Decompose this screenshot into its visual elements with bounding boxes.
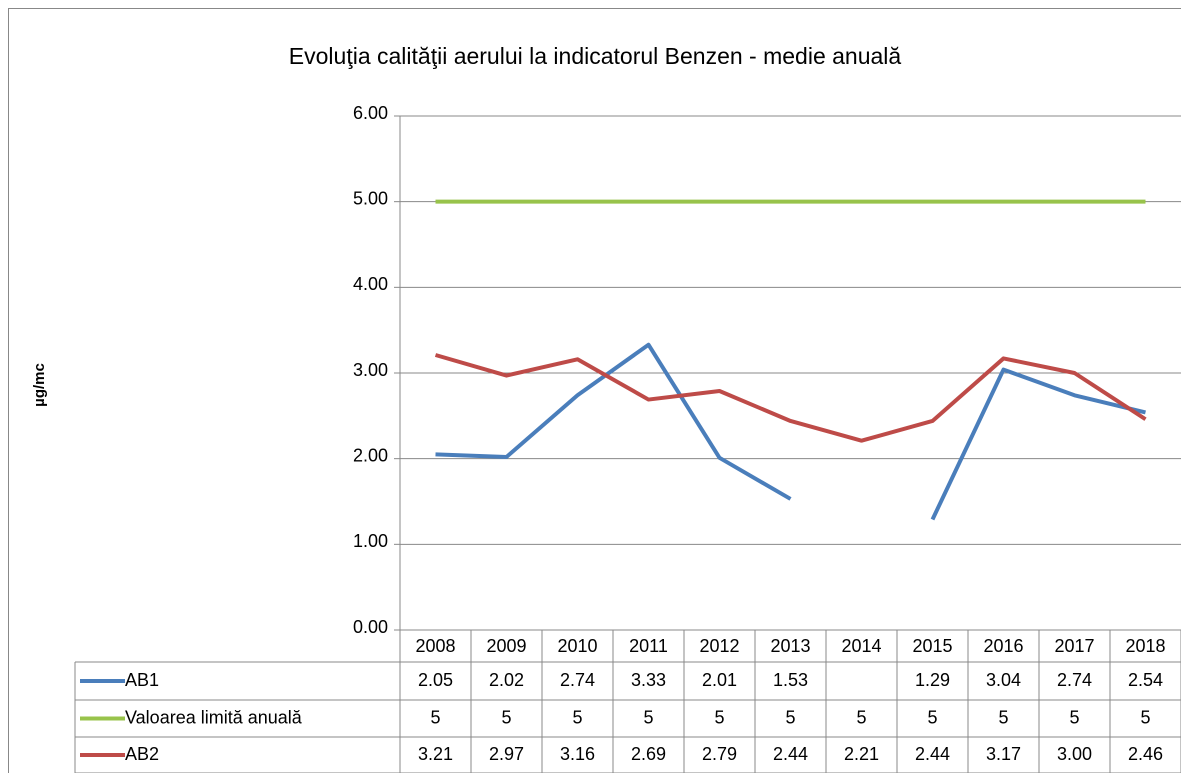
x-tick-label: 2012: [699, 636, 739, 656]
table-value: 5: [572, 707, 582, 727]
table-value: 1.53: [773, 670, 808, 690]
y-axis-label: µg/mc: [31, 363, 48, 407]
table-value: 5: [998, 707, 1008, 727]
table-value: 5: [1140, 707, 1150, 727]
x-tick-label: 2016: [983, 636, 1023, 656]
legend-label: Valoarea limită anuală: [125, 707, 303, 727]
chart-border: [8, 8, 1181, 773]
table-value: 1.29: [915, 670, 950, 690]
x-tick-label: 2008: [415, 636, 455, 656]
x-tick-label: 2009: [486, 636, 526, 656]
chart-title: Evoluţia calităţii aerului la indicatoru…: [289, 43, 902, 69]
y-tick-label: 1.00: [353, 531, 388, 551]
table-value: 2.01: [702, 670, 737, 690]
x-tick-label: 2011: [629, 636, 668, 656]
table-value: 2.05: [418, 670, 453, 690]
table-value: 2.02: [489, 670, 524, 690]
table-value: 2.21: [844, 744, 879, 764]
table-value: 5: [1069, 707, 1079, 727]
series-line: [434, 353, 1147, 443]
x-tick-label: 2014: [841, 636, 881, 656]
y-tick-label: 3.00: [353, 360, 388, 380]
table-value: 5: [856, 707, 866, 727]
table-value: 2.44: [773, 744, 808, 764]
table-value: 2.44: [915, 744, 950, 764]
table-value: 5: [643, 707, 653, 727]
y-tick-label: 0.00: [353, 617, 388, 637]
table-value: 2.74: [560, 670, 595, 690]
table-value: 2.97: [489, 744, 524, 764]
table-value: 2.46: [1128, 744, 1163, 764]
table-value: 3.17: [986, 744, 1021, 764]
table-value: 5: [501, 707, 511, 727]
y-tick-label: 4.00: [353, 274, 388, 294]
x-tick-label: 2013: [770, 636, 810, 656]
table-value: 3.21: [418, 744, 453, 764]
table-value: 2.69: [631, 744, 666, 764]
x-tick-label: 2017: [1054, 636, 1094, 656]
x-tick-label: 2015: [912, 636, 952, 656]
y-tick-label: 2.00: [353, 445, 388, 465]
table-value: 3.04: [986, 670, 1021, 690]
series-line: [435, 342, 1146, 521]
x-tick-label: 2018: [1125, 636, 1165, 656]
y-tick-label: 6.00: [353, 103, 388, 123]
y-tick-label: 5.00: [353, 188, 388, 208]
table-value: 3.16: [560, 744, 595, 764]
legend-label: AB2: [125, 744, 159, 764]
table-value: 5: [927, 707, 937, 727]
table-value: 2.54: [1128, 670, 1163, 690]
legend-label: AB1: [125, 670, 159, 690]
table-value: 5: [785, 707, 795, 727]
table-value: 2.79: [702, 744, 737, 764]
table-value: 5: [714, 707, 724, 727]
table-value: 3.33: [631, 670, 666, 690]
table-value: 3.00: [1057, 744, 1092, 764]
x-tick-label: 2010: [557, 636, 597, 656]
table-value: 5: [430, 707, 440, 727]
table-value: 2.74: [1057, 670, 1092, 690]
